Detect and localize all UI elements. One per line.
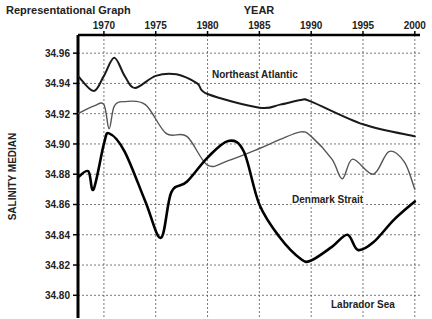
x-axis-label: YEAR xyxy=(244,4,275,16)
series-label: Labrador Sea xyxy=(331,299,395,310)
grid-line xyxy=(78,143,420,144)
tick-label: 34.80 xyxy=(45,290,70,301)
tick-label: 34.94 xyxy=(45,78,70,89)
grid-line xyxy=(78,234,420,235)
grid xyxy=(78,35,420,318)
series-label: Northeast Atlantic xyxy=(212,69,298,80)
tick-label: 34.86 xyxy=(45,199,70,210)
tick-label: 34.82 xyxy=(45,260,70,271)
series-line xyxy=(78,133,415,262)
title: Representational Graph xyxy=(6,4,131,16)
tick-label: 34.90 xyxy=(45,139,70,150)
grid-line xyxy=(78,204,420,205)
grid-line xyxy=(78,53,420,54)
tick-label: 1985 xyxy=(248,20,271,31)
x-axis xyxy=(78,34,420,37)
lines xyxy=(78,58,415,262)
tick-label: 34.84 xyxy=(45,230,70,241)
grid-line xyxy=(363,35,364,318)
grid-line xyxy=(414,35,415,318)
grid-line xyxy=(78,295,420,296)
grid-line xyxy=(78,265,420,266)
chart: Representational Graph YEAR SALINITY MEDIA… xyxy=(0,0,432,319)
tick-label: 1980 xyxy=(196,20,219,31)
tick-label: 2000 xyxy=(404,20,427,31)
grid-line xyxy=(155,35,156,318)
grid-line xyxy=(78,174,420,175)
grid-line xyxy=(207,35,208,318)
series-label: Denmark Strait xyxy=(292,194,364,205)
series-line xyxy=(78,58,415,137)
tick-label: 1970 xyxy=(93,20,116,31)
series-line xyxy=(78,101,415,189)
tick-label: 1995 xyxy=(352,20,375,31)
grid-line xyxy=(311,35,312,318)
tick-label: 34.96 xyxy=(45,48,70,59)
tick-label: 1990 xyxy=(300,20,323,31)
tick-label: 1975 xyxy=(145,20,168,31)
y-axis-label: SALINITY MEDIAN xyxy=(7,133,18,221)
tick-label: 34.88 xyxy=(45,169,70,180)
grid-line xyxy=(78,113,420,114)
tick-label: 34.92 xyxy=(45,109,70,120)
